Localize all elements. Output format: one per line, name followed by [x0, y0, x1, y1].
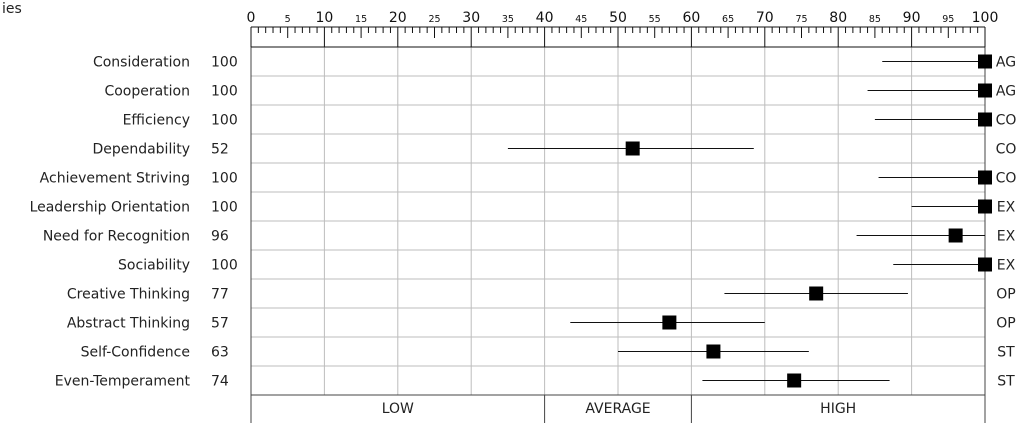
row-factor: EX: [997, 200, 1016, 216]
row-score: 100: [211, 200, 238, 216]
row-label: Cooperation: [104, 84, 190, 100]
score-marker: [809, 286, 824, 301]
bands: LOW AVERAGE HIGH: [250, 395, 986, 423]
score-marker: [978, 257, 992, 272]
tick-label-major: 10: [315, 10, 333, 26]
row-factor: CO: [996, 171, 1017, 187]
tick-label-minor: 85: [869, 14, 881, 25]
score-marker: [978, 170, 992, 185]
score-marker: [662, 315, 677, 330]
ruler: 0 10 20 30 40 50 60 70 80 90 100 5 15 25 35 45 55 65 75 85 9…: [247, 10, 999, 48]
row-label: Leadership Orientation: [30, 200, 190, 216]
score-marker: [978, 54, 992, 69]
tick-label-major: 70: [756, 10, 774, 26]
tick-label-major: 80: [829, 10, 847, 26]
tick-label-minor: 65: [722, 14, 734, 25]
row-factor: OP: [996, 316, 1015, 332]
grid: [250, 46, 986, 396]
row-score: 57: [211, 316, 229, 332]
row-score: 100: [211, 55, 238, 71]
band-label: AVERAGE: [585, 401, 650, 417]
row-score: 100: [211, 84, 238, 100]
score-marker: [948, 228, 963, 243]
row-score: 52: [211, 142, 229, 158]
tick-label-major: 30: [462, 10, 480, 26]
band-label: LOW: [382, 401, 414, 417]
row-score: 100: [211, 258, 238, 274]
tick-label-major: 90: [903, 10, 921, 26]
tick-label-minor: 5: [285, 14, 291, 25]
row-score: 96: [211, 229, 229, 245]
row-score: 77: [211, 287, 229, 303]
score-marker: [625, 141, 640, 156]
tick-label-minor: 35: [502, 14, 514, 25]
tick-label-major: 20: [389, 10, 407, 26]
tick-label-minor: 55: [649, 14, 661, 25]
row-score: 74: [211, 374, 229, 390]
row-label: Achievement Striving: [40, 171, 190, 187]
row-label: Dependability: [92, 142, 190, 158]
row-factor: OP: [996, 287, 1015, 303]
row-factor: EX: [997, 229, 1016, 245]
row-label: Creative Thinking: [67, 287, 190, 303]
row-label: Consideration: [93, 55, 190, 71]
score-marker: [978, 199, 992, 214]
band-label: HIGH: [820, 401, 856, 417]
row-factor: ST: [997, 345, 1015, 361]
row-label: Self-Confidence: [81, 345, 190, 361]
row-label: Abstract Thinking: [67, 316, 190, 332]
row-label: Need for Recognition: [43, 229, 190, 245]
tick-label-minor: 45: [575, 14, 587, 25]
row-factor: CO: [996, 113, 1017, 129]
row-score: 100: [211, 113, 238, 129]
row-label: Efficiency: [123, 113, 190, 129]
tick-label-minor: 95: [942, 14, 954, 25]
rows: Consideration 100 AG Cooperation 100 AG Effici…: [30, 54, 1017, 390]
tick-label-major: 100: [972, 10, 999, 26]
score-marker: [978, 112, 992, 127]
row-score: 63: [211, 345, 229, 361]
tick-label-major: 0: [247, 10, 256, 26]
title-fragment: ies: [2, 1, 22, 17]
score-marker: [706, 344, 721, 359]
tick-label-major: 50: [609, 10, 627, 26]
row-factor: AG: [996, 55, 1016, 71]
score-marker: [787, 373, 802, 388]
tick-label-minor: 15: [355, 14, 367, 25]
tick-label-minor: 25: [428, 14, 440, 25]
row-factor: EX: [997, 258, 1016, 274]
tick-label-minor: 75: [795, 14, 807, 25]
row-label: Sociability: [118, 258, 190, 274]
row-label: Even-Temperament: [55, 374, 191, 390]
tick-label-major: 60: [682, 10, 700, 26]
row-factor: AG: [996, 84, 1016, 100]
row-factor: CO: [996, 142, 1017, 158]
row-factor: ST: [997, 374, 1015, 390]
row-score: 100: [211, 171, 238, 187]
tick-label-major: 40: [536, 10, 554, 26]
score-marker: [978, 83, 992, 98]
